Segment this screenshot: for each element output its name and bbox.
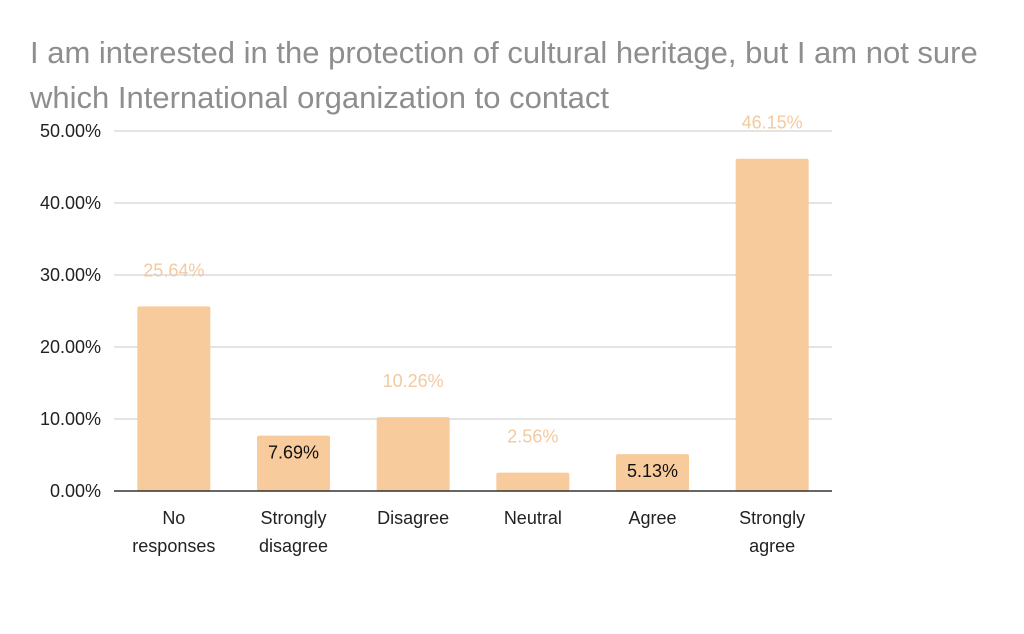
- data-label: 10.26%: [383, 371, 444, 391]
- gridlines: [114, 130, 832, 420]
- x-category-label: No responses: [132, 508, 215, 556]
- y-axis-tick-labels: 0.00% 10.00% 20.00% 30.00% 40.00% 50.00%: [40, 121, 101, 501]
- data-label: 25.64%: [143, 260, 204, 280]
- y-tick-label: 40.00%: [40, 193, 101, 213]
- y-tick-label: 50.00%: [40, 121, 101, 141]
- x-category-label: Strongly agree: [739, 508, 805, 556]
- bars: [137, 158, 809, 491]
- data-label: 5.13%: [627, 461, 678, 481]
- bar: [257, 435, 330, 491]
- y-tick-label: 20.00%: [40, 337, 101, 357]
- data-label: 46.15%: [742, 113, 803, 133]
- chart-title: I am interested in the protection of cul…: [30, 35, 978, 115]
- data-label: 7.69%: [268, 443, 319, 463]
- bar: [376, 417, 450, 491]
- bar: [137, 306, 211, 491]
- bar: [616, 454, 689, 491]
- bar: [496, 472, 570, 491]
- y-tick-label: 0.00%: [50, 481, 101, 501]
- x-category-label: Agree: [628, 508, 676, 528]
- y-tick-label: 30.00%: [40, 265, 101, 285]
- x-category-label: Disagree: [377, 508, 449, 528]
- data-labels: 25.64% 7.69% 10.26% 2.56% 5.13% 46.15%: [143, 113, 802, 481]
- x-axis-category-labels: No responses Strongly disagree Disagree Neutr…: [132, 508, 805, 556]
- y-tick-label: 10.00%: [40, 409, 101, 429]
- bar: [735, 158, 809, 491]
- x-category-label: Neutral: [504, 508, 562, 528]
- data-label: 2.56%: [507, 427, 558, 447]
- x-category-label: Strongly disagree: [259, 508, 328, 556]
